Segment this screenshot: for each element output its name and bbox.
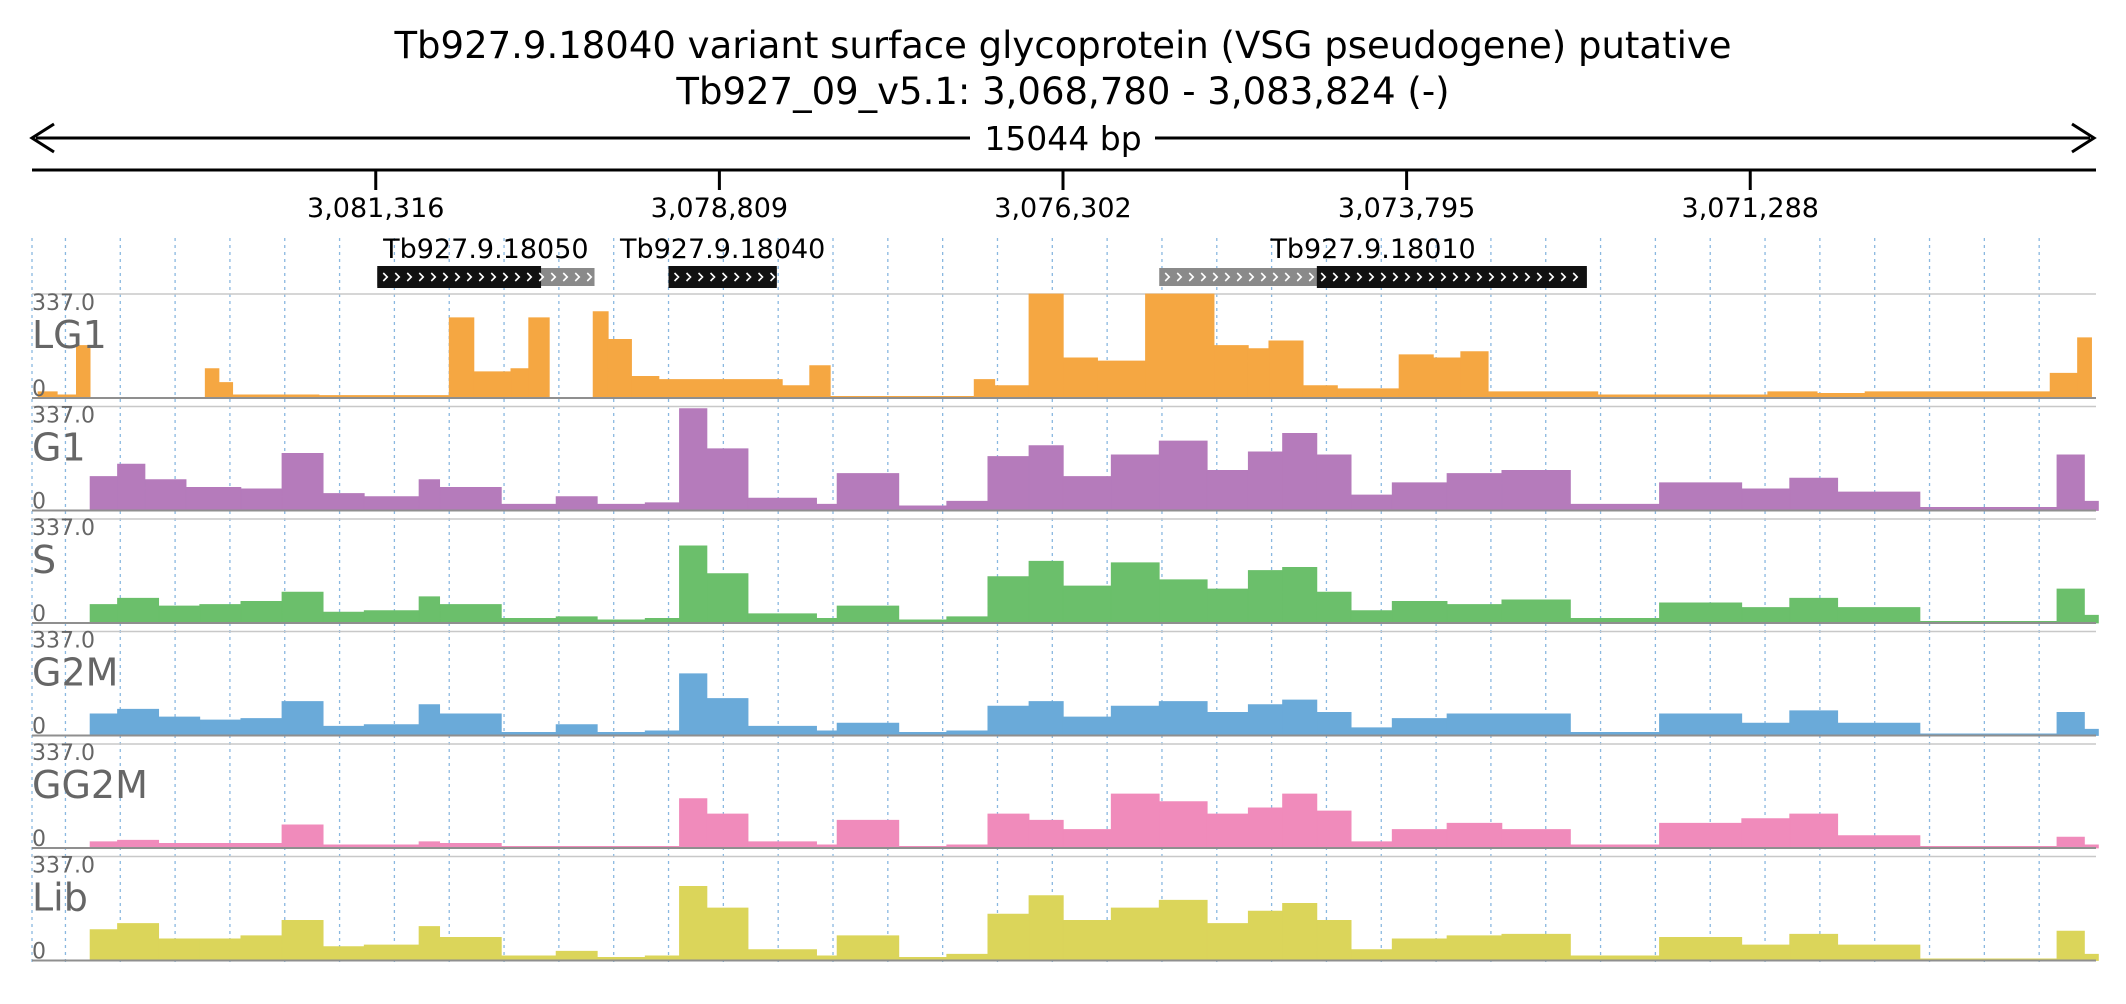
y-max-label: 337.0 [32,629,95,654]
ruler-tick-label: 3,076,302 [994,193,1131,224]
ruler-tick-label: 3,071,288 [1682,193,1819,224]
strand-chevrons [673,272,776,282]
y-max-label: 337.0 [32,291,95,316]
y-min-label: 0 [32,827,46,852]
gene-track: Tb927.9.18050 Tb927.9.18040 Tb927.9.18010 [377,234,1587,288]
ruler-tick-label: 3,073,795 [1338,193,1475,224]
coverage-tracks: 337.00LG1337.00G1337.00S337.00G2M337.00G… [32,291,2099,965]
y-max-label: 337.0 [32,516,95,541]
strand-chevrons [1164,272,1579,282]
gene-label: Tb927.9.18040 [619,234,825,265]
span-arrow-head-left [29,122,55,154]
y-min-label: 0 [32,377,46,402]
gene-label: Tb927.9.18050 [382,234,588,265]
coverage-area [89,793,2099,849]
y-max-label: 337.0 [32,404,95,429]
span-label: 15044 bp [984,119,1141,158]
y-min-label: 0 [32,715,46,740]
ruler-tick-label: 3,078,809 [651,193,788,224]
figure-title: Tb927.9.18040 variant surface glycoprote… [393,24,1731,67]
track-label: LG1 [32,313,107,357]
coverage-area [89,673,2099,736]
ruler-ticks: 3,081,316 3,078,809 3,076,302 3,073,795 3,07… [307,170,1819,224]
y-min-label: 0 [32,602,46,627]
track-label: S [32,538,56,582]
y-max-label: 337.0 [32,854,95,879]
gene-cds [1316,266,1587,288]
coverage-area [89,408,2099,511]
track-label: G2M [32,651,118,695]
locus-subtitle: Tb927_09_v5.1: 3,068,780 - 3,083,824 (-) [675,70,1449,113]
y-max-label: 337.0 [32,741,95,766]
gene-cds [668,266,777,288]
coverage-area [37,293,2092,399]
track-label: G1 [32,426,86,470]
span-arrow-head-right [2071,122,2097,154]
coverage-area [89,886,2099,961]
gene-label: Tb927.9.18010 [1269,234,1475,265]
y-min-label: 0 [32,940,46,965]
track-label: Lib [32,876,88,920]
track-label: GG2M [32,763,148,807]
ruler-tick-label: 3,081,316 [307,193,444,224]
strand-chevrons [382,272,593,282]
coverage-area [89,545,2099,624]
y-min-label: 0 [32,490,46,515]
